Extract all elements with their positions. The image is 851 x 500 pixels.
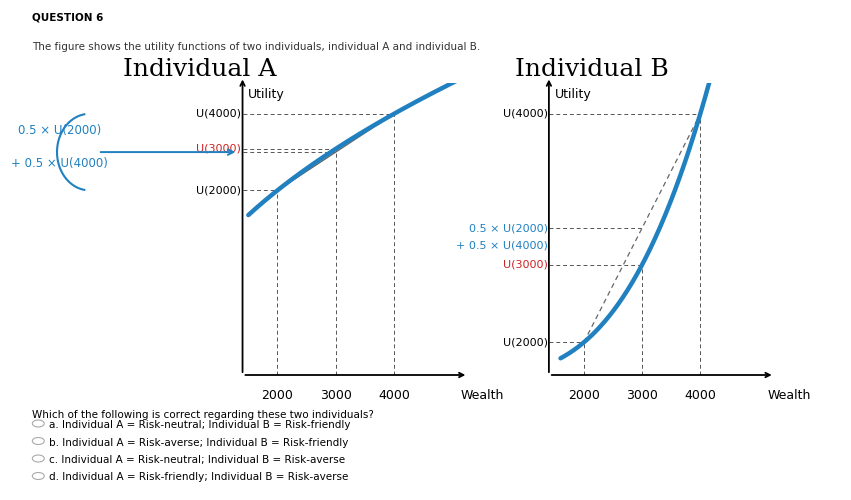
Text: QUESTION 6: QUESTION 6	[32, 12, 104, 22]
Text: c. Individual A = Risk-neutral; Individual B = Risk-averse: c. Individual A = Risk-neutral; Individu…	[49, 455, 346, 465]
Text: U(3000): U(3000)	[503, 260, 548, 270]
Text: + 0.5 × U(4000): + 0.5 × U(4000)	[456, 240, 548, 250]
Text: U(2000): U(2000)	[503, 338, 548, 347]
Text: The figure shows the utility functions of two individuals, individual A and indi: The figure shows the utility functions o…	[32, 42, 481, 52]
Text: b. Individual A = Risk-averse; Individual B = Risk-friendly: b. Individual A = Risk-averse; Individua…	[49, 438, 349, 448]
Text: U(2000): U(2000)	[197, 186, 242, 196]
Text: U(4000): U(4000)	[197, 109, 242, 119]
Text: a. Individual A = Risk-neutral; Individual B = Risk-friendly: a. Individual A = Risk-neutral; Individu…	[49, 420, 351, 430]
Text: Individual B: Individual B	[515, 58, 668, 80]
Text: d. Individual A = Risk-friendly; Individual B = Risk-averse: d. Individual A = Risk-friendly; Individ…	[49, 472, 349, 482]
Text: 3000: 3000	[626, 390, 658, 402]
Text: + 0.5 × U(4000): + 0.5 × U(4000)	[11, 157, 108, 170]
Text: 4000: 4000	[684, 390, 717, 402]
Text: U(3000): U(3000)	[197, 144, 242, 154]
Text: Wealth: Wealth	[768, 390, 811, 402]
Text: 3000: 3000	[320, 390, 351, 402]
Text: Individual A: Individual A	[123, 58, 277, 80]
Text: 4000: 4000	[378, 390, 410, 402]
Text: 2000: 2000	[568, 390, 600, 402]
Text: Wealth: Wealth	[461, 390, 505, 402]
Text: U(4000): U(4000)	[503, 109, 548, 119]
Text: Which of the following is correct regarding these two individuals?: Which of the following is correct regard…	[32, 410, 374, 420]
Text: Utility: Utility	[555, 88, 591, 101]
Text: 0.5 × U(2000): 0.5 × U(2000)	[469, 223, 548, 233]
Text: Utility: Utility	[248, 88, 285, 101]
Text: 2000: 2000	[261, 390, 294, 402]
Text: 0.5 × U(2000): 0.5 × U(2000)	[18, 124, 101, 137]
